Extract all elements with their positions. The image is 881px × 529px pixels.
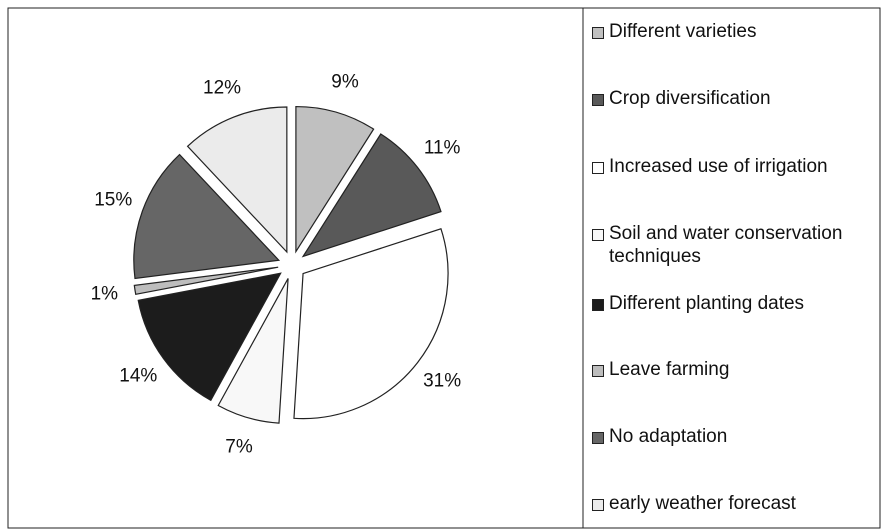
legend-label: early weather forecast [609,493,796,514]
slice [186,106,288,254]
legend-item: Different varieties [592,20,878,43]
value-label: 1% [91,284,119,305]
legend-item: Crop diversification [592,87,878,110]
slice [133,266,279,296]
value-label: 12% [203,77,241,98]
legend-label: Leave farming [609,359,730,380]
value-label: 7% [225,436,253,457]
value-label: 11% [424,138,461,159]
legend-item: Leave farming [592,358,878,381]
legend-swatch [592,299,604,311]
legend-swatch [592,432,604,444]
slice [137,272,282,402]
frame [7,7,881,529]
value-label: 14% [119,366,157,387]
legend-swatch [592,94,604,106]
legend-label: Soil and water conservation techniques [609,223,843,267]
legend-swatch [592,27,604,39]
legend-swatch [592,162,604,174]
legend-label: Increased use of irrigation [609,156,828,177]
legend-label: Crop diversification [609,88,771,109]
legend-item: Increased use of irrigation [592,155,878,178]
value-label: 15% [94,190,132,211]
legend-item: Different planting dates [592,292,878,315]
legend-swatch [592,229,604,241]
legend-label: Different planting dates [609,293,805,314]
legend-item: early weather forecast [592,492,878,515]
legend-item: No adaptation [592,425,878,448]
legend-swatch [592,365,604,377]
legend-label: No adaptation [609,426,728,447]
slice [301,133,442,258]
legend-item: Soil and water conservation techniques [592,222,878,268]
slice [295,105,375,254]
slice [293,228,449,420]
value-label: 31% [423,370,461,391]
value-label: 9% [331,72,359,93]
legend-swatch [592,499,604,511]
slice [217,278,289,424]
slice [133,153,281,280]
legend-label: Different varieties [609,21,757,42]
